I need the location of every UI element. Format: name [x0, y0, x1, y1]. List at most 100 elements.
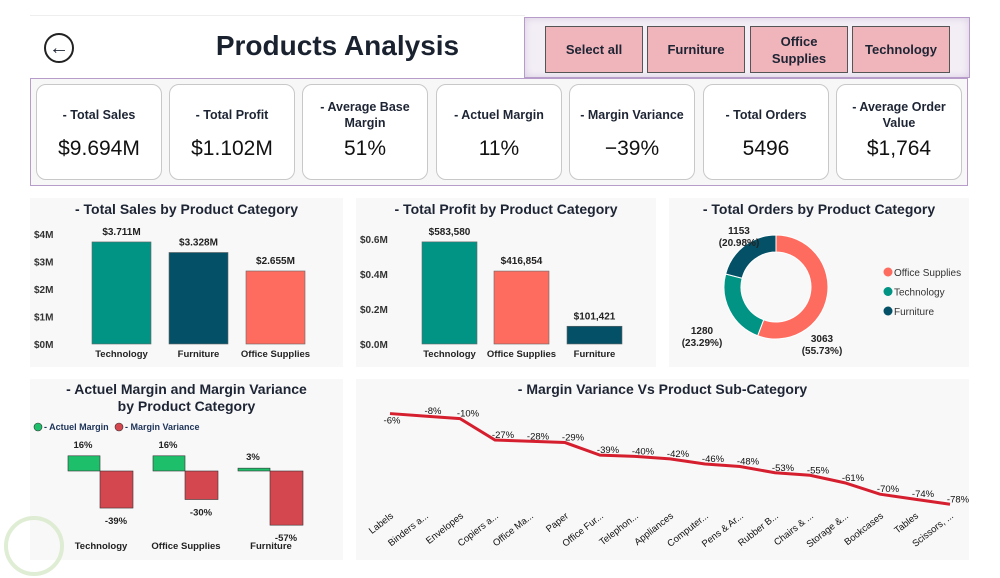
- percent-label: (55.73%): [802, 346, 843, 357]
- legend-marker: [883, 267, 893, 277]
- kpi-card: - Average Order Value $1,764: [836, 84, 962, 180]
- chart-title: - Total Sales by Product Category: [74, 201, 298, 217]
- data-label: -27%: [492, 430, 515, 441]
- legend-marker: [33, 422, 43, 432]
- data-label: 16%: [73, 440, 93, 451]
- data-label: -6%: [384, 416, 401, 427]
- kpi-value: $9.694M: [58, 137, 140, 160]
- page-title: Products Analysis: [215, 30, 460, 61]
- watermark-logo: [4, 516, 64, 576]
- bar: [493, 270, 550, 345]
- kpi-label: - Total Orders: [725, 108, 807, 122]
- data-label: 1280: [691, 326, 714, 337]
- kpi-label: - Margin Variance: [580, 108, 684, 122]
- data-label: -61%: [842, 473, 865, 484]
- slicer-select-all[interactable]: Select all: [545, 26, 643, 73]
- legend-label: Technology: [894, 288, 945, 299]
- kpi-value: $1.102M: [191, 137, 273, 160]
- donut-slice: [725, 234, 777, 279]
- y-tick-label: $0.6M: [360, 235, 388, 246]
- chart-title: - Actuel Margin and Margin Variance by P…: [66, 381, 307, 414]
- y-tick-label: $0.0M: [360, 340, 388, 351]
- percent-label: (23.29%): [682, 338, 723, 349]
- bar: [566, 325, 623, 345]
- slicer-technology[interactable]: Technology: [852, 26, 950, 73]
- data-label: -39%: [597, 445, 620, 456]
- slicer-office-supplies[interactable]: Office Supplies: [750, 26, 848, 73]
- kpi-label: - Average Base Margin: [320, 100, 410, 130]
- kpi-value: 5496: [742, 137, 790, 160]
- data-label: -46%: [702, 454, 725, 465]
- x-tick-label: Tables: [892, 511, 921, 537]
- percent-label: (20.98%): [719, 238, 760, 249]
- x-tick-label: Technology: [95, 349, 148, 360]
- kpi-label: - Total Sales: [62, 108, 136, 122]
- donut-slice: [723, 273, 765, 337]
- legend-label: - Margin Variance: [125, 422, 200, 432]
- slicer-furniture[interactable]: Furniture: [647, 26, 745, 73]
- data-label: -28%: [527, 431, 550, 442]
- kpi-value: 51%: [343, 137, 387, 160]
- x-tick-label: Furniture: [574, 349, 616, 360]
- y-tick-label: $1M: [34, 313, 53, 324]
- legend-label: - Actuel Margin: [44, 422, 109, 432]
- data-label: -40%: [632, 446, 655, 457]
- kpi-value: $1,764: [866, 137, 932, 160]
- x-tick-label: Furniture: [250, 541, 292, 552]
- kpi-label: - Actuel Margin: [454, 108, 544, 122]
- data-label: $2.655M: [256, 256, 295, 267]
- data-label: -42%: [667, 449, 690, 460]
- data-label: -39%: [105, 516, 128, 527]
- x-tick-label: Labels: [367, 511, 396, 537]
- data-label: 3063: [811, 334, 834, 345]
- bar: [168, 252, 229, 345]
- chart-title: - Margin Variance Vs Product Sub-Categor…: [517, 381, 808, 397]
- margin-variance-bar: [184, 470, 219, 500]
- kpi-card: - Average Base Margin 51%: [302, 84, 428, 180]
- chart-title: - Total Orders by Product Category: [702, 201, 936, 217]
- data-label: -8%: [425, 406, 442, 417]
- legend-marker: [883, 287, 893, 296]
- x-tick-label: Office Supplies: [151, 541, 220, 552]
- data-label: $583,580: [429, 227, 471, 238]
- data-label: -48%: [737, 456, 760, 467]
- kpi-panel: - Total Sales $9.694M - Total Profit $1.102…: [30, 78, 968, 186]
- data-label: -74%: [912, 489, 935, 500]
- back-button[interactable]: ←: [44, 33, 74, 63]
- kpi-value: 11%: [478, 137, 520, 160]
- legend-label: Furniture: [894, 307, 934, 318]
- data-label: -53%: [772, 463, 795, 474]
- kpi-card: - Total Sales $9.694M: [36, 84, 162, 180]
- x-tick-label: Technology: [423, 349, 476, 360]
- category-slicer: Select all Furniture Office Supplies Tec…: [524, 17, 970, 78]
- x-tick-label: Furniture: [178, 349, 220, 360]
- chart-title: - Total Profit by Product Category: [394, 201, 618, 217]
- bar: [91, 241, 152, 345]
- kpi-card: - Total Profit $1.102M: [169, 84, 295, 180]
- actuel-margin-bar: [237, 467, 271, 472]
- y-tick-label: $0M: [34, 340, 53, 351]
- data-label: -78%: [947, 494, 970, 505]
- data-label: $416,854: [501, 256, 543, 267]
- x-tick-label: Paper: [544, 511, 571, 535]
- data-label: $101,421: [574, 311, 616, 322]
- variance-line-panel: - Margin Variance Vs Product Sub-Categor…: [356, 379, 969, 560]
- margin-variance-bar: [99, 470, 134, 509]
- data-label: -10%: [457, 409, 480, 420]
- bar: [245, 270, 306, 345]
- y-tick-label: $2M: [34, 285, 53, 296]
- legend-marker: [883, 306, 893, 316]
- variance-line: [389, 412, 951, 506]
- data-label: -30%: [190, 508, 213, 519]
- x-tick-label: Office Supplies: [241, 349, 310, 360]
- data-label: 1153: [728, 226, 750, 237]
- y-tick-label: $0.2M: [360, 305, 388, 316]
- kpi-card: - Margin Variance −39%: [569, 84, 695, 180]
- legend-label: Office Supplies: [894, 268, 961, 279]
- data-label: 3%: [246, 452, 260, 463]
- kpi-label: - Average Order Value: [852, 100, 946, 130]
- data-label: -55%: [807, 465, 830, 476]
- donut-slice: [757, 234, 829, 340]
- data-label: $3.711M: [102, 227, 140, 238]
